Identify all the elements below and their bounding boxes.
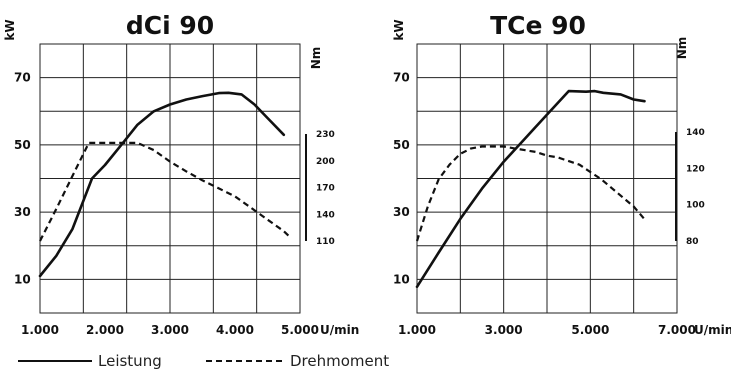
x-tick-label: 5.000 xyxy=(571,323,609,337)
ticks-dci90: 70 50 30 10 1.000 2.000 3.000 4.000 5.000 230 200 1… xyxy=(14,71,335,337)
x-tick-label: 7.000 xyxy=(658,323,696,337)
y-tick-label: 10 xyxy=(14,272,31,286)
series-line-power xyxy=(38,91,286,278)
y-tick-label: 50 xyxy=(393,138,410,152)
series-line-power xyxy=(415,89,646,289)
y2-tick-label: 230 xyxy=(316,130,335,140)
x-tick-label: 1.000 xyxy=(398,323,436,337)
x-tick-label: 3.000 xyxy=(485,323,523,337)
y2-tick-label: 200 xyxy=(316,157,335,167)
series-line-torque xyxy=(39,141,292,242)
y-tick-label: 50 xyxy=(14,138,31,152)
series-dci90 xyxy=(38,91,292,278)
y2-tick-label: 120 xyxy=(686,164,705,174)
y2-tick-label: 80 xyxy=(686,237,699,247)
chart-panel-dci90: dCi 90 kW Nm 70 50 30 10 1.000 2.000 3.000 4.00… xyxy=(3,11,359,337)
x-tick-label: 4.000 xyxy=(216,323,254,337)
ticks-tce90: 70 50 30 10 1.000 3.000 5.000 7.000 140 120 100 80 xyxy=(393,71,705,337)
legend-label-torque: Drehmoment xyxy=(290,352,389,370)
y-tick-label: 30 xyxy=(393,205,410,219)
y-tick-label: 70 xyxy=(14,71,31,85)
y-tick-label: 10 xyxy=(393,272,410,286)
x-tick-label: 3.000 xyxy=(151,323,189,337)
y2-tick-label: 100 xyxy=(686,201,705,211)
y-tick-label: 70 xyxy=(393,71,410,85)
grid-dci90 xyxy=(39,43,301,314)
legend-label-power: Leistung xyxy=(98,352,162,370)
x-tick-label: 1.000 xyxy=(21,323,59,337)
y2-tick-label: 140 xyxy=(316,210,335,220)
y-axis-label-kw-tce90: kW xyxy=(392,19,406,40)
chart-panel-tce90: TCe 90 kW Nm 70 50 30 10 1.000 3.000 5.000 7.00… xyxy=(392,11,731,337)
legend: Leistung Drehmoment xyxy=(18,352,389,370)
chart-title-dci90: dCi 90 xyxy=(126,11,214,40)
x-tick-label: 2.000 xyxy=(86,323,124,337)
series-tce90 xyxy=(415,89,646,289)
y2-tick-label: 170 xyxy=(316,184,335,194)
x-axis-unit-tce90: U/min xyxy=(694,323,731,337)
grid-tce90 xyxy=(416,43,678,314)
y2-tick-label: 140 xyxy=(686,128,705,138)
y2-tick-label: 110 xyxy=(316,237,335,247)
x-axis-unit-dci90: U/min xyxy=(320,323,359,337)
y-tick-label: 30 xyxy=(14,205,31,219)
series-line-torque xyxy=(415,145,646,242)
y2-axis-label-nm-tce90: Nm xyxy=(675,37,689,60)
y-axis-label-kw-dci90: kW xyxy=(3,19,17,40)
chart-title-tce90: TCe 90 xyxy=(490,11,586,40)
x-tick-label: 5.000 xyxy=(281,323,319,337)
y2-axis-label-nm-dci90: Nm xyxy=(309,47,323,70)
